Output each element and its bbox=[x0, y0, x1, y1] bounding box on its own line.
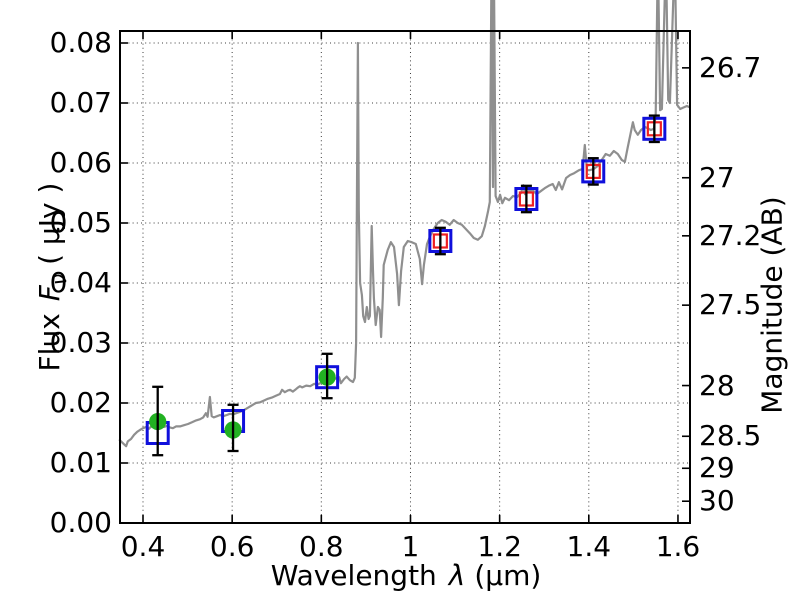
x-axis-unit: (μm) bbox=[474, 559, 542, 592]
x-tick-label: 1.6 bbox=[655, 530, 701, 563]
y-tick-label-right: 30 bbox=[699, 484, 735, 518]
y-tick-label-left: 0.02 bbox=[49, 386, 112, 419]
y-tick-label-left: 0.06 bbox=[49, 146, 112, 179]
y-tick-label-left: 0.00 bbox=[49, 506, 112, 539]
x-tick-label: 1 bbox=[401, 530, 420, 563]
lambda-symbol: λ bbox=[448, 559, 466, 592]
y-tick-label-left: 0.05 bbox=[49, 206, 112, 239]
error-bars bbox=[152, 114, 660, 457]
y-tick-label-left: 0.03 bbox=[49, 326, 112, 359]
y-tick-label-left: 0.01 bbox=[49, 446, 112, 479]
y-tick-label-right: 27.5 bbox=[699, 288, 762, 322]
y-tick-label-left: 0.08 bbox=[49, 26, 112, 59]
x-tick-label: 0.6 bbox=[209, 530, 255, 563]
observed-photometry-squares bbox=[432, 121, 662, 249]
x-tick-label: 1.4 bbox=[566, 530, 612, 563]
axes-frame bbox=[119, 30, 691, 524]
y-tick-label-right: 28.5 bbox=[699, 419, 762, 453]
x-axis-label-text: Wavelength bbox=[270, 559, 437, 592]
x-tick-label: 0.4 bbox=[120, 530, 166, 563]
y-tick-label-right: 27 bbox=[699, 160, 735, 194]
y-tick-label-right: 26.7 bbox=[699, 50, 762, 84]
y-tick-label-left: 0.04 bbox=[49, 266, 112, 299]
gridlines bbox=[120, 31, 690, 523]
y-tick-label-right: 28 bbox=[699, 368, 735, 402]
tick-marks bbox=[120, 31, 690, 524]
x-tick-label: 1.2 bbox=[477, 530, 522, 563]
y-tick-label-right: 29 bbox=[699, 451, 735, 485]
x-tick-label: 0.8 bbox=[299, 530, 344, 563]
y-tick-label-right: 27.2 bbox=[699, 218, 762, 252]
y-tick-label-left: 0.07 bbox=[49, 86, 112, 119]
x-axis-label: Wavelength λ (μm) bbox=[271, 559, 542, 592]
model-spectrum-line bbox=[118, 0, 691, 448]
